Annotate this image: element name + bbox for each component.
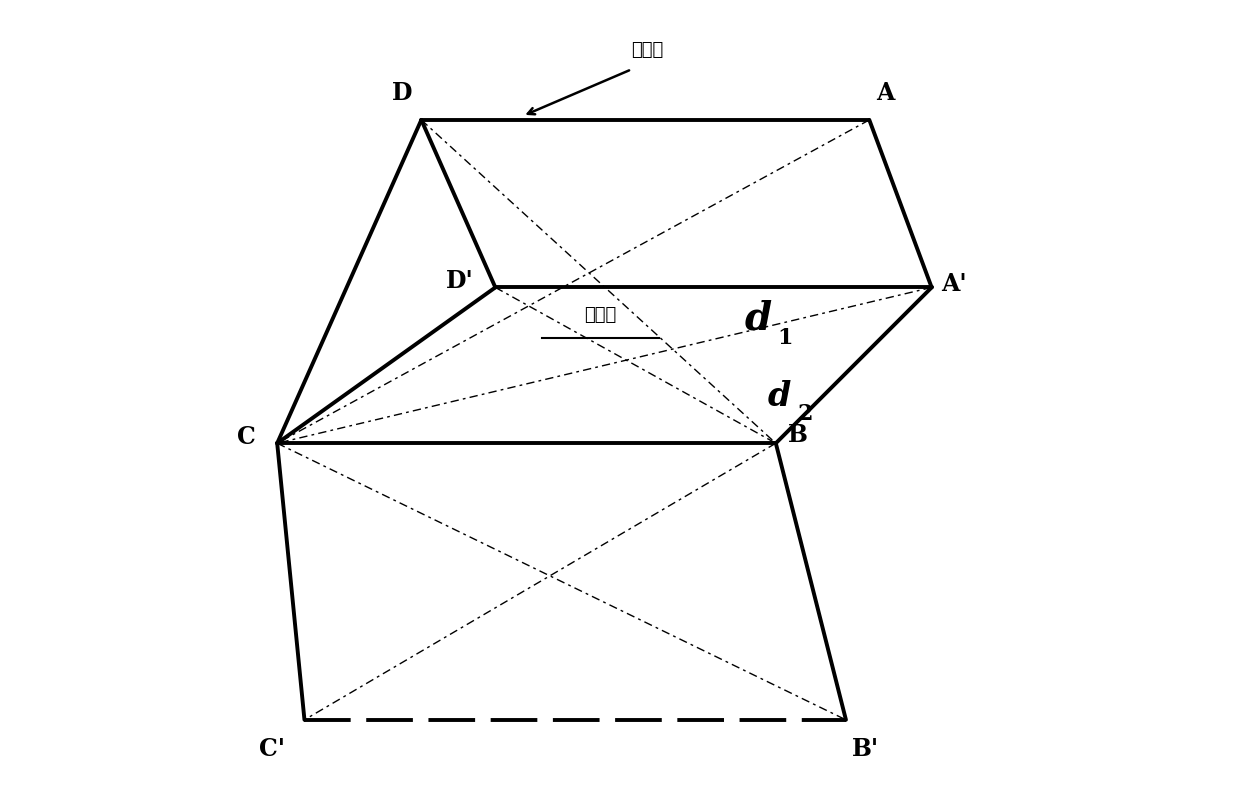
Text: d: d (745, 300, 771, 338)
Text: C': C' (259, 737, 285, 761)
Text: D: D (392, 81, 412, 105)
Text: D': D' (446, 269, 474, 293)
Text: 变形前: 变形前 (631, 40, 663, 59)
Text: d: d (768, 380, 791, 413)
Text: C: C (237, 425, 255, 449)
Text: A': A' (941, 271, 966, 296)
Text: A: A (875, 81, 894, 105)
Text: B': B' (852, 737, 879, 761)
Text: 变形后: 变形后 (584, 305, 616, 324)
Text: 1: 1 (777, 327, 792, 349)
Text: 2: 2 (797, 403, 813, 424)
Text: B: B (787, 423, 807, 447)
